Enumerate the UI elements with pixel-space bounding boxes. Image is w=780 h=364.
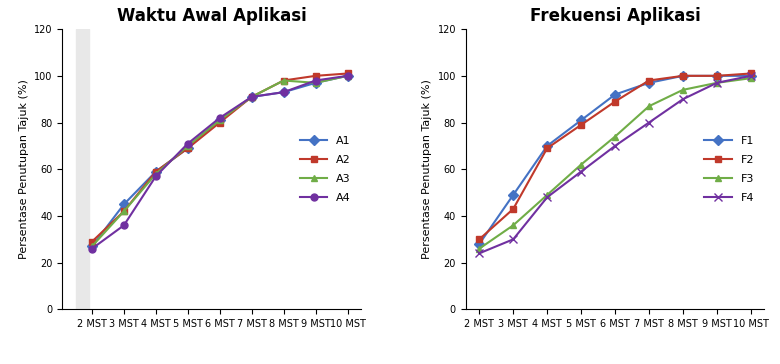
A1 [87,244,97,249]
A4 [279,90,289,94]
A4 [311,78,321,83]
F3 [542,193,551,197]
F4 [542,195,551,199]
F1 [679,74,688,78]
F3 [746,76,756,80]
Line: F3: F3 [476,75,754,252]
Line: F2: F2 [476,70,754,243]
A1 [119,202,129,206]
F2 [611,99,620,104]
A3 [151,172,161,176]
F4 [576,169,586,174]
A3 [343,74,353,78]
Line: A2: A2 [88,70,351,245]
A3 [87,244,97,249]
A3 [311,81,321,85]
F3 [509,223,518,228]
F1 [712,74,722,78]
F1 [644,81,654,85]
F1 [611,92,620,97]
F2 [712,74,722,78]
F1 [746,74,756,78]
F4 [509,237,518,242]
A2 [87,240,97,244]
Line: A4: A4 [88,72,351,252]
A2 [119,209,129,213]
A2 [183,146,193,150]
A2 [215,120,225,125]
Line: F4: F4 [475,72,755,257]
F4 [679,97,688,101]
A3 [119,209,129,213]
A1 [279,90,289,94]
F4 [746,74,756,78]
F3 [712,81,722,85]
F2 [746,71,756,76]
A1 [215,118,225,122]
A3 [279,78,289,83]
Y-axis label: Persentase Penutupan Tajuk (%): Persentase Penutupan Tajuk (%) [19,79,29,259]
A4 [183,141,193,146]
A3 [183,144,193,148]
A2 [343,71,353,76]
A1 [343,74,353,78]
Title: Waktu Awal Aplikasi: Waktu Awal Aplikasi [117,7,307,25]
A3 [215,118,225,122]
A4 [343,74,353,78]
Y-axis label: Persentase Penutupan Tajuk (%): Persentase Penutupan Tajuk (%) [422,79,432,259]
A1 [247,95,257,99]
F1 [509,193,518,197]
F4 [712,81,722,85]
F4 [644,120,654,125]
F1 [542,144,551,148]
A2 [279,78,289,83]
F3 [576,162,586,167]
A2 [311,74,321,78]
F1 [474,242,484,246]
F3 [611,134,620,139]
F4 [611,144,620,148]
Bar [76,29,89,309]
A1 [151,169,161,174]
F2 [474,237,484,242]
Title: Frekuensi Aplikasi: Frekuensi Aplikasi [530,7,700,25]
A4 [87,246,97,251]
F2 [576,123,586,127]
F2 [644,78,654,83]
A2 [247,95,257,99]
A4 [119,223,129,228]
A1 [311,81,321,85]
A2 [151,169,161,174]
F1 [576,118,586,122]
F3 [474,246,484,251]
F2 [542,146,551,150]
Line: F1: F1 [476,72,754,248]
F3 [644,104,654,108]
A3 [247,95,257,99]
A4 [247,95,257,99]
F2 [509,207,518,211]
F4 [474,251,484,256]
F3 [679,88,688,92]
Legend: F1, F2, F3, F4: F1, F2, F3, F4 [700,131,759,207]
A1 [183,146,193,150]
Line: A1: A1 [88,72,351,250]
A4 [151,174,161,178]
A4 [215,116,225,120]
Line: A3: A3 [88,72,351,250]
F2 [679,74,688,78]
Legend: A1, A2, A3, A4: A1, A2, A3, A4 [296,131,356,207]
